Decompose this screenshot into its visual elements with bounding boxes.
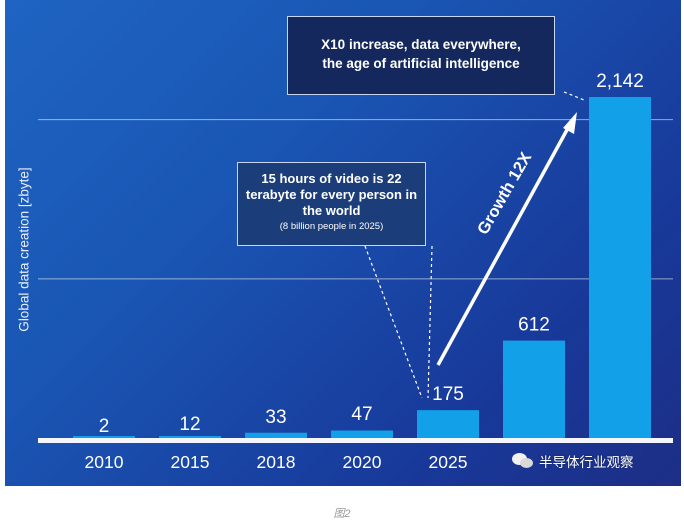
x-axis-line (38, 438, 673, 443)
top-callout: X10 increase, data everywhere, the age o… (287, 16, 555, 95)
chart-svg: 2 12 33 47 175 612 2,142 2010 2015 2018 2020 2025 Gr… (38, 71, 673, 472)
wechat-icon (512, 453, 534, 469)
value-label: 175 (432, 384, 464, 405)
value-label: 33 (265, 407, 286, 428)
bar (73, 436, 135, 438)
x-tick-label: 2020 (343, 452, 382, 472)
bar (245, 432, 307, 438)
value-label: 12 (179, 414, 200, 435)
chart-panel: 2 12 33 47 175 612 2,142 2010 2015 2018 2020 2025 Gr… (5, 0, 681, 486)
mid-callout-leader (427, 245, 433, 399)
value-label: 2 (99, 416, 110, 437)
x-tick-label: 2025 (429, 452, 468, 472)
mid-callout-text: 15 hours of video is 22 terabyte for eve… (245, 171, 418, 218)
mid-callout-subtext: (8 billion people in 2025) (279, 221, 384, 232)
value-label: 2,142 (596, 71, 644, 92)
x-tick-label: 2018 (257, 452, 296, 472)
x-tick-label: 2015 (171, 452, 210, 472)
watermark: 半导体行业观察 (512, 451, 634, 471)
x-tick-label: 2010 (85, 452, 124, 472)
watermark-text: 半导体行业观察 (539, 455, 634, 470)
bar (331, 430, 393, 438)
top-callout-text: X10 increase, data everywhere, the age o… (321, 37, 521, 71)
top-callout-leader (563, 91, 585, 101)
value-label: 47 (351, 404, 372, 425)
figure-caption: 图2 (333, 508, 351, 520)
growth-arrow-label: Growth 12X (474, 149, 535, 237)
bar (503, 340, 565, 438)
bar (159, 436, 221, 438)
growth-arrow-head (563, 112, 577, 134)
bar (589, 97, 651, 439)
y-axis-label: Global data creation [zbyte] (16, 167, 32, 332)
mid-callout-leader (364, 245, 423, 399)
value-label: 612 (518, 315, 550, 336)
bar (417, 410, 479, 438)
growth-arrow-shaft (436, 127, 570, 366)
mid-callout: 15 hours of video is 22 terabyte for eve… (237, 162, 426, 246)
